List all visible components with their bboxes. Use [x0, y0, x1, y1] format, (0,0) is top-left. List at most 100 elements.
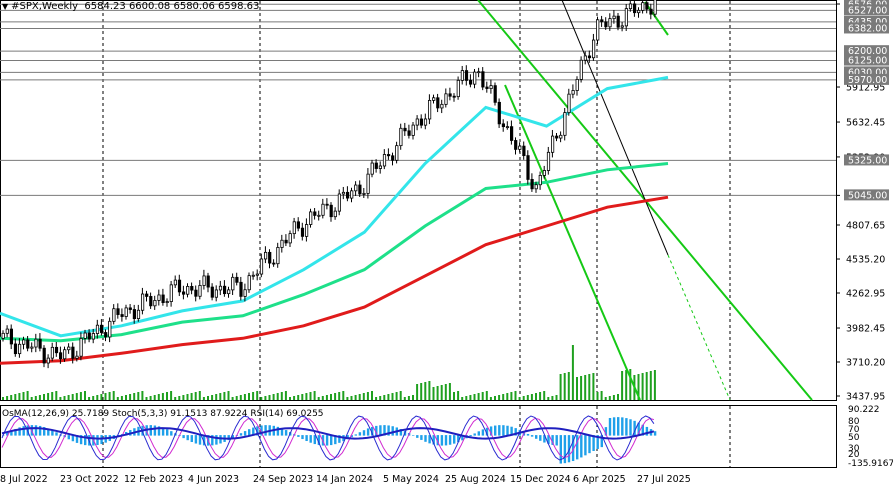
candle-body	[345, 191, 350, 199]
volume-bar	[67, 395, 70, 400]
candle-body	[325, 203, 329, 206]
candle-body	[399, 127, 403, 147]
candle-body	[202, 275, 206, 286]
main-panel-frame	[0, 0, 837, 401]
macd-bar	[55, 432, 58, 436]
volume-bar	[59, 397, 62, 400]
volume-bar	[608, 396, 611, 400]
indicator-tick-label: -135.9167	[848, 459, 893, 469]
candle-body	[575, 79, 579, 91]
candle-body	[153, 300, 157, 307]
volume-bar	[420, 383, 423, 400]
macd-bar	[317, 435, 321, 446]
volume-bar	[63, 396, 66, 400]
ohlc-readout: 6584.23 6600.08 6580.06 6598.63	[84, 1, 260, 12]
macd-bar	[231, 435, 234, 439]
indicator-tick-label: 20	[848, 450, 860, 460]
candle-body	[243, 289, 247, 297]
macd-bar	[551, 435, 554, 445]
macd-bar	[264, 425, 267, 436]
candle-body	[403, 127, 407, 132]
macd-bar	[481, 429, 485, 436]
candle-body	[280, 239, 284, 248]
macd-bar	[211, 435, 214, 446]
candle-body	[645, 2, 649, 10]
candle-body	[563, 112, 567, 136]
macd-bar	[18, 427, 21, 436]
volume-bar	[260, 397, 263, 400]
volume-bar	[375, 397, 378, 400]
macd-bar	[412, 435, 415, 436]
volume-bar	[514, 391, 517, 400]
candle-body	[505, 126, 510, 129]
candle-body	[481, 71, 485, 88]
volume-bar	[14, 394, 17, 400]
volume-bar	[621, 371, 624, 400]
volume-bar	[502, 394, 505, 400]
macd-bar	[186, 435, 189, 441]
macd-bar	[633, 420, 636, 436]
volume-bar	[272, 394, 275, 400]
macd-bar	[539, 435, 542, 441]
volume-bar	[112, 391, 115, 400]
volume-bar	[166, 392, 168, 400]
volume-bar	[629, 369, 632, 400]
candle-body	[583, 55, 588, 61]
volume-bar	[371, 391, 373, 400]
candle-body	[534, 184, 538, 190]
macd-bar	[330, 435, 333, 446]
volume-bar	[248, 393, 250, 400]
volume-bar	[149, 396, 152, 400]
volume-bar	[407, 396, 410, 400]
macd-bar	[325, 435, 329, 446]
candle-body	[214, 289, 218, 298]
volume-bar	[588, 374, 591, 400]
volume-bar	[55, 391, 58, 400]
candle-body	[604, 21, 608, 28]
volume-bar	[47, 393, 50, 400]
volume-bar	[366, 392, 369, 400]
dropdown-arrow-icon[interactable]: ▼	[2, 2, 9, 11]
volume-bar	[428, 381, 431, 400]
channel-line	[667, 254, 731, 401]
candle-body	[432, 97, 436, 101]
volume-bar	[453, 392, 455, 400]
volume-bar	[645, 372, 648, 400]
volume-bar	[325, 395, 328, 400]
volume-bar	[637, 374, 640, 400]
macd-bar	[252, 427, 255, 436]
candle-body	[489, 85, 493, 89]
chart-header: ▼ #SPX,Weekly 6584.23 6600.08 6580.06 659…	[2, 1, 259, 12]
candle-body	[186, 286, 190, 295]
candle-body	[63, 349, 67, 360]
candle-body	[26, 339, 30, 349]
candle-body	[157, 294, 161, 301]
volume-bar	[543, 391, 546, 400]
candle-body	[235, 276, 239, 283]
candle-body	[522, 145, 526, 157]
volume-bar	[563, 373, 566, 400]
candle-body	[358, 184, 362, 195]
candle-body	[259, 258, 264, 275]
candle-body	[276, 247, 280, 265]
candle-body	[612, 15, 616, 20]
candle-body	[633, 3, 637, 14]
candle-body	[5, 328, 9, 334]
candle-body	[391, 155, 395, 161]
volume-bar	[576, 377, 578, 400]
candle-body	[407, 130, 411, 136]
candle-body	[628, 3, 633, 10]
macd-bar	[358, 432, 362, 436]
candle-body	[116, 308, 120, 315]
volume-bar	[10, 395, 13, 400]
macd-bar	[580, 435, 583, 458]
time-tick-label: 5 May 2024	[383, 474, 439, 485]
candle-body	[374, 162, 378, 169]
volume-bar	[625, 370, 628, 400]
candle-body	[555, 135, 559, 139]
time-tick-label: 24 Sep 2023	[253, 474, 313, 485]
volume-bar	[215, 394, 218, 400]
volume-bar	[494, 396, 496, 400]
